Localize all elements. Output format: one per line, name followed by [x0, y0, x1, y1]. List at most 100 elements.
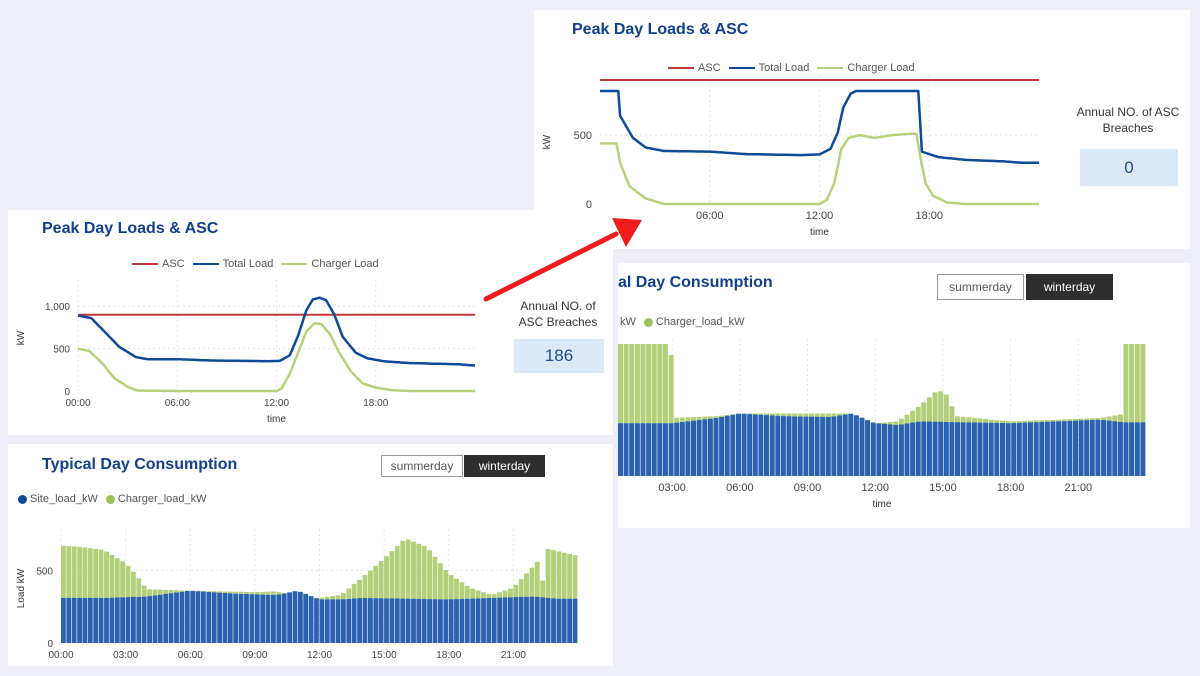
site-load-bar — [764, 415, 769, 476]
site-load-bar — [882, 423, 887, 476]
site-load-bar — [797, 416, 803, 476]
x-tick-label: 12:00 — [861, 482, 889, 494]
site-load-bar — [351, 598, 357, 643]
charger-load-bar — [77, 546, 82, 598]
site-load-bar — [1033, 422, 1039, 476]
y-tick-label: 500 — [36, 566, 53, 577]
site-load-bar — [1067, 420, 1073, 476]
site-load-bar — [373, 598, 379, 643]
x-tick-label: 12:00 — [307, 650, 332, 661]
site-load-bar — [853, 415, 859, 476]
site-load-bar — [668, 423, 674, 476]
site-load-bar — [308, 596, 314, 643]
site-load-bar — [1084, 420, 1090, 476]
site-load-bar — [618, 423, 623, 476]
y-axis-label: Load kW — [16, 568, 27, 608]
charger-load-bar — [1056, 419, 1062, 422]
site-load-bar — [696, 420, 702, 476]
charger-load-bar — [702, 416, 708, 420]
charger-load-bar — [1028, 420, 1033, 423]
site-load-bar — [93, 597, 99, 643]
left-typical-legend: Site_load_kW Charger_load_kW — [18, 493, 215, 505]
site-load-bar — [893, 424, 899, 476]
site-load-bar — [977, 422, 983, 476]
x-axis-label: time — [267, 414, 286, 425]
left-winterday-button[interactable]: winterday — [464, 455, 545, 477]
site-load-bar — [314, 598, 319, 643]
site-load-bar — [831, 416, 837, 476]
charger-load-bar — [71, 546, 77, 598]
site-load-bar — [1106, 420, 1112, 476]
site-load-bar — [362, 598, 368, 643]
charger-load-bar — [254, 592, 260, 595]
site-load-bar — [848, 413, 854, 476]
site-load-bar — [758, 414, 764, 476]
charger-load-bar — [389, 551, 395, 599]
right-winterday-button[interactable]: winterday — [1026, 274, 1113, 300]
charger-load-bar — [561, 552, 567, 599]
x-tick-label: 12:00 — [264, 398, 289, 409]
site-load-bar — [147, 596, 152, 643]
charger-load-bar — [260, 591, 266, 595]
site-load-bar — [887, 424, 893, 476]
charger-load-bar — [443, 570, 449, 600]
left-peak-legend: ASC Total Load Charger Load — [132, 258, 387, 270]
site-load-bar — [378, 598, 384, 643]
site-load-bar — [1095, 419, 1101, 476]
charger-load-bar — [831, 413, 837, 417]
site-load-bar — [904, 423, 910, 476]
charger-load-bar — [211, 591, 217, 593]
charger-load-bar — [618, 344, 623, 424]
charger-load-bar — [394, 546, 400, 599]
site-load-bar — [988, 422, 994, 476]
charger-load-bar — [657, 344, 663, 424]
charger-load-bar — [1084, 418, 1090, 421]
site-load-bar — [438, 599, 443, 643]
charger-load-bar — [960, 416, 966, 423]
site-load-bar — [319, 599, 325, 643]
left-summerday-button[interactable]: summerday — [381, 455, 463, 477]
charger-load-bar — [786, 413, 792, 417]
charger-load-bar — [685, 417, 691, 422]
site-load-bar — [646, 423, 652, 476]
site-load-bar — [265, 594, 271, 643]
y-tick-label: 0 — [47, 639, 53, 650]
site-load-bar — [915, 421, 921, 476]
charger-load-bar — [797, 413, 803, 417]
charger-load-bar — [475, 590, 481, 599]
x-tick-label: 18:00 — [363, 398, 388, 409]
charger-load-bar — [206, 591, 212, 592]
charger-load-bar — [556, 551, 562, 599]
charger-load-bar — [244, 592, 249, 595]
site-load-bar — [1028, 422, 1033, 476]
x-tick-label: 12:00 — [806, 210, 834, 222]
right-summerday-button[interactable]: summerday — [937, 274, 1024, 300]
charger-load-bar — [184, 590, 190, 592]
site-load-bar — [157, 594, 163, 643]
site-load-bar — [217, 592, 222, 643]
site-load-bar — [260, 594, 266, 643]
site-load-bar — [938, 421, 944, 476]
y-tick-label: 0 — [64, 387, 70, 398]
total-load-line — [77, 296, 476, 367]
charger-load-bar — [233, 591, 239, 594]
y-tick-label: 1,000 — [45, 302, 70, 313]
x-tick-label: 00:00 — [48, 650, 73, 661]
site-load-bar — [244, 594, 249, 643]
charger-load-bar — [314, 597, 319, 599]
site-load-bar — [518, 596, 524, 643]
site-load-bar — [195, 591, 201, 643]
charger-load-bar — [152, 589, 158, 596]
charger-load-bar — [668, 355, 674, 424]
charger-load-bar — [1123, 344, 1129, 423]
site-load-bar — [346, 598, 352, 643]
site-load-bar — [960, 422, 966, 476]
charger-load-bar — [651, 344, 657, 424]
charger-load-bar — [540, 580, 546, 598]
charger-load-bar — [227, 591, 233, 594]
charger-load-bar — [222, 591, 228, 594]
charger-load-bar — [1106, 416, 1112, 421]
charger-load-bar — [707, 416, 713, 419]
charger-load-bar — [876, 422, 882, 424]
site-load-bar — [876, 423, 882, 476]
